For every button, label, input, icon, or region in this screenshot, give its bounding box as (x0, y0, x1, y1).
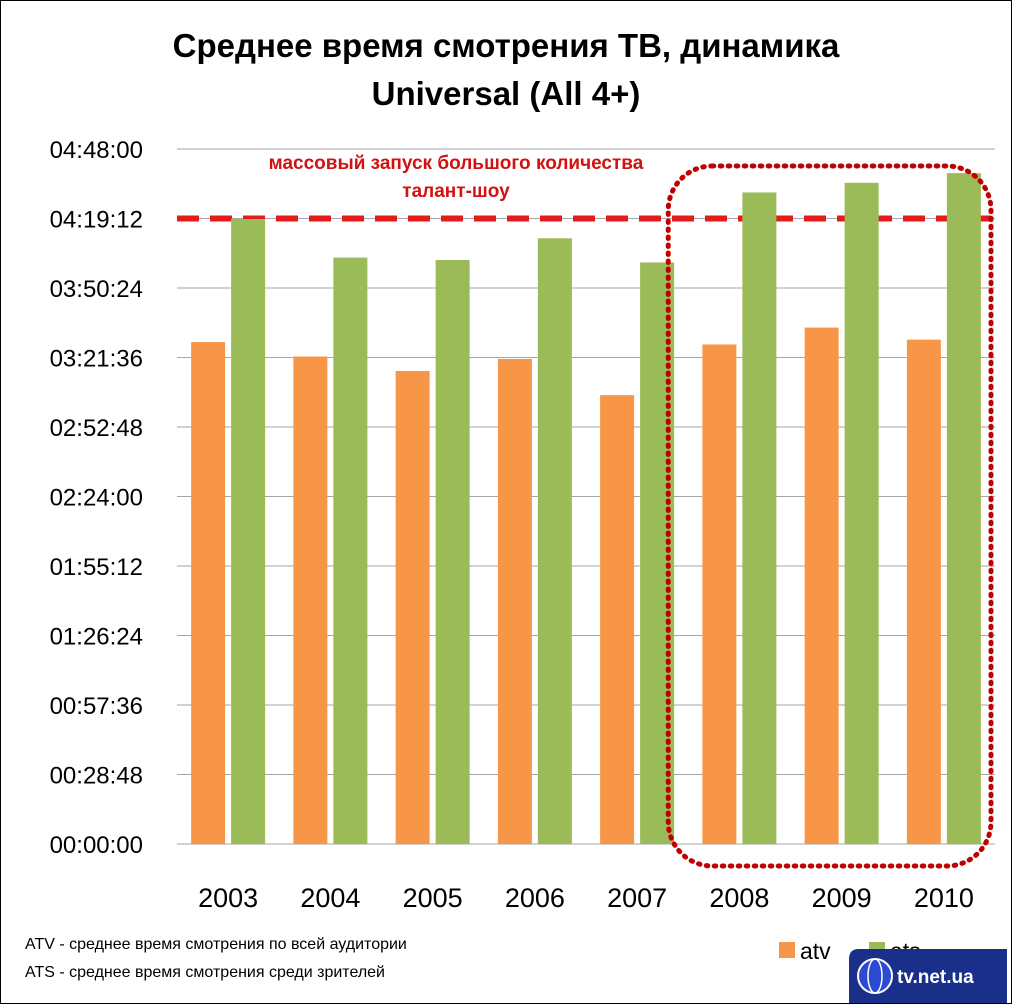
x-tick-label-2010: 2010 (914, 883, 974, 913)
bar-ats-2006 (537, 238, 572, 844)
bar-atv-2003 (191, 342, 226, 844)
note-ats: ATS - среднее время смотрения среди зрит… (25, 964, 385, 981)
watermark-logo: tv.net.ua (849, 949, 1007, 1003)
y-tick-label: 00:00:00 (50, 832, 143, 859)
watermark-globe-meridian (867, 958, 883, 994)
bar-atv-2010 (906, 339, 941, 844)
y-tick-label: 03:50:24 (50, 276, 143, 303)
bar-ats-2003 (231, 218, 266, 844)
legend-swatch-atv (779, 942, 795, 958)
bar-ats-2005 (435, 260, 470, 844)
x-axis-tick-labels: 2003 2004 2005 2006 2007 2008 2009 2010 (198, 883, 974, 913)
bar-atv-2004 (293, 356, 328, 844)
y-tick-label: 00:28:48 (50, 763, 143, 790)
chart-title-line-1: Среднее время смотрения ТВ, динамика (173, 27, 840, 64)
bar-ats-2010 (946, 173, 981, 844)
bar-atv-2005 (395, 371, 430, 844)
bar-atv-2006 (497, 358, 532, 844)
y-tick-label: 04:19:12 (50, 207, 143, 234)
x-tick-label-2004: 2004 (300, 883, 360, 913)
annotation-line-2: талант-шоу (402, 181, 510, 202)
note-atv: ATV - среднее время смотрения по всей ау… (25, 936, 407, 953)
bar-atv-2009 (804, 327, 839, 844)
legend-label-atv: atv (800, 938, 831, 964)
y-tick-label: 01:26:24 (50, 624, 143, 651)
x-tick-label-2006: 2006 (505, 883, 565, 913)
chart-title-line-2: Universal (All 4+) (372, 75, 641, 112)
highlight-region-layer (665, 163, 994, 869)
y-tick-label: 03:21:36 (50, 346, 143, 373)
x-tick-label-2007: 2007 (607, 883, 667, 913)
y-tick-label: 02:24:00 (50, 485, 143, 512)
bar-ats-2009 (844, 182, 879, 844)
bar-atv-2008 (702, 344, 737, 844)
watermark-badge (849, 949, 1007, 1003)
highlight-region-outline (665, 163, 994, 869)
bar-ats-2004 (333, 257, 368, 844)
x-tick-label-2003: 2003 (198, 883, 258, 913)
y-tick-label: 01:55:12 (50, 554, 143, 581)
watermark-text: tv.net.ua (897, 967, 974, 988)
y-tick-label: 00:57:36 (50, 693, 143, 720)
x-tick-label-2009: 2009 (812, 883, 872, 913)
bars-layer (191, 173, 981, 844)
x-tick-label-2008: 2008 (709, 883, 769, 913)
annotation-line-1: массовый запуск большого количества (269, 153, 644, 174)
watermark-globe-icon (857, 958, 893, 994)
x-tick-label-2005: 2005 (403, 883, 463, 913)
y-tick-label: 04:48:00 (50, 137, 143, 164)
bar-atv-2007 (600, 395, 635, 844)
y-tick-label: 02:52:48 (50, 415, 143, 442)
bar-ats-2008 (742, 192, 777, 844)
y-axis-tick-labels: 00:00:00 00:28:48 00:57:36 01:26:24 01:55:12… (50, 137, 143, 859)
